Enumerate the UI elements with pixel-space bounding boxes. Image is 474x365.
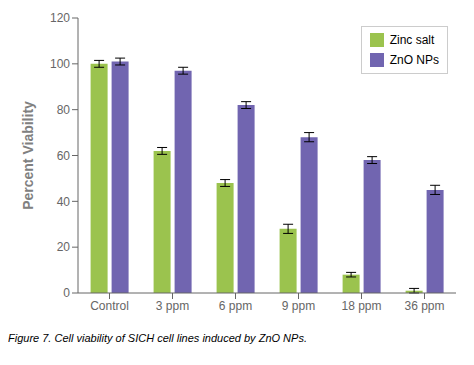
html-text:ZnO NPs: ZnO NPs [389, 53, 439, 67]
svg-text:80: 80 [57, 103, 71, 117]
svg-text:120: 120 [50, 11, 70, 25]
svg-text:36 ppm: 36 ppm [404, 299, 444, 313]
svg-text:9 ppm: 9 ppm [282, 299, 315, 313]
svg-text:60: 60 [57, 149, 71, 163]
svg-text:6 ppm: 6 ppm [219, 299, 252, 313]
html-text:Zinc salt: Zinc salt [389, 33, 435, 47]
html-text:Figure 7. Cell viability of SI: Figure 7. Cell viability of SICH cell li… [8, 332, 307, 344]
svg-text:Control: Control [90, 299, 129, 313]
svg-text:40: 40 [57, 195, 71, 209]
svg-text:18 ppm: 18 ppm [341, 299, 381, 313]
svg-text:3 ppm: 3 ppm [156, 299, 189, 313]
svg-text:Percent Viability: Percent Viability [20, 101, 36, 210]
svg-text:0: 0 [63, 286, 70, 300]
svg-text:20: 20 [57, 240, 71, 254]
svg-text:100: 100 [50, 57, 70, 71]
